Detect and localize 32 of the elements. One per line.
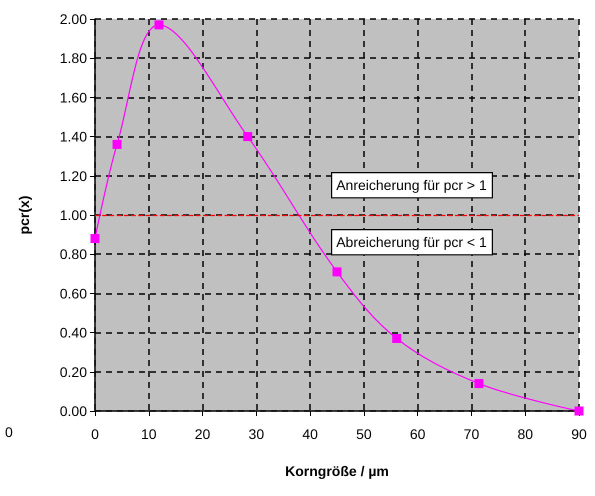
x-tick-label: 40 (302, 426, 318, 442)
y-tick-label: 1.40 (60, 128, 88, 145)
y-tick-label: 1.00 (60, 207, 88, 223)
x-tick-label: 0 (91, 426, 100, 442)
x-axis-title: Korngröße / µm (285, 463, 389, 479)
y-tick-label: 0.20 (60, 364, 88, 380)
y-tick-label: 2.00 (60, 11, 88, 27)
x-tick-label: 50 (356, 426, 372, 442)
y-tick-label: 1.60 (60, 89, 88, 106)
point (112, 140, 122, 149)
x-tick-label: 10 (140, 426, 157, 442)
annotation: Abreicherung für pcr < 1 (336, 234, 487, 250)
y-tick-label: 0.60 (60, 285, 88, 302)
y-tick-label: 0.40 (60, 324, 88, 341)
point (154, 20, 164, 30)
point (332, 267, 342, 276)
x-tick-label: 60 (410, 426, 426, 442)
x-tick-label: 70 (464, 426, 480, 442)
point (392, 334, 402, 343)
y-tick-label: 0.00 (60, 403, 88, 419)
x-tick-label: 20 (194, 426, 211, 442)
point (243, 132, 252, 142)
x-tick-label: 80 (517, 426, 534, 442)
point (474, 379, 484, 388)
y-tick-label: 1.20 (60, 168, 88, 184)
y-axis-title: pcr(x) (16, 196, 32, 234)
annotation: Anreicherung für pcr > 1 (336, 177, 487, 194)
y-tick-label: 1.80 (60, 50, 88, 66)
x-tick-label: 30 (248, 426, 264, 442)
x-tick-label: 90 (571, 426, 587, 442)
point (90, 234, 100, 244)
y-tick-label: 0.80 (60, 246, 88, 262)
